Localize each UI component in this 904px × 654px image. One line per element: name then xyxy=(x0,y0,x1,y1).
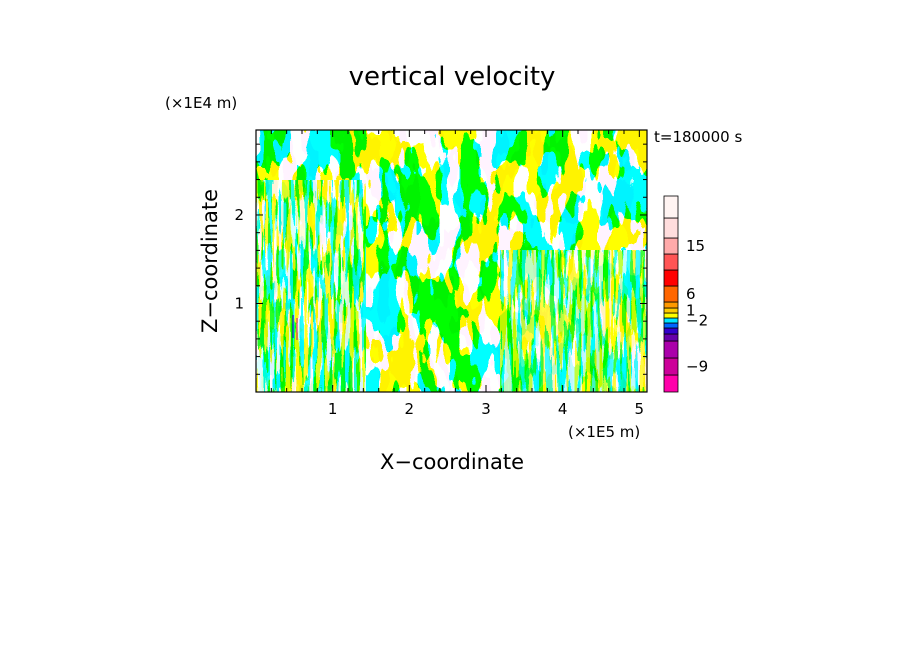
colorbar-swatch xyxy=(663,374,679,393)
colorbar-label: −2 xyxy=(686,312,708,330)
colorbar-swatch xyxy=(663,312,679,319)
x-tick-label: 4 xyxy=(558,400,568,418)
colorbar-label: 1 xyxy=(686,302,696,320)
colorbar-swatch xyxy=(663,285,679,303)
colorbar-swatch xyxy=(663,322,679,329)
colorbar-swatch xyxy=(663,307,679,314)
y-axis-label: Z−coordinate xyxy=(198,189,222,333)
colorbar-swatch xyxy=(663,301,679,309)
field-stripes-right xyxy=(500,250,647,392)
colorbar-swatch xyxy=(663,357,679,376)
field-stripes-left xyxy=(256,180,366,392)
y-tick-label: 2 xyxy=(234,206,244,224)
time-label: t=180000 s xyxy=(654,128,742,146)
axes: 1 2 3 4 5 1 2 xyxy=(234,130,647,418)
colorbar-swatch xyxy=(663,333,679,342)
x-tick-label: 3 xyxy=(481,400,491,418)
colorbar-swatch xyxy=(663,253,679,271)
chart-title: vertical velocity xyxy=(349,62,556,92)
colorbar-label: 6 xyxy=(686,285,696,303)
colorbar-label: −9 xyxy=(686,358,708,376)
colorbar-swatch xyxy=(663,317,679,324)
colorbar-swatch xyxy=(663,195,679,219)
velocity-field xyxy=(256,130,647,392)
colorbar: −9 −216 15 xyxy=(663,195,708,393)
y-tick-label: 1 xyxy=(234,294,244,312)
x-tick-label: 5 xyxy=(635,400,645,418)
x-tick-label: 2 xyxy=(405,400,415,418)
x-unit-label: (×1E5 m) xyxy=(568,423,640,441)
colorbar-swatch xyxy=(663,327,679,335)
colorbar-label: 15 xyxy=(686,237,705,255)
y-unit-label: (×1E4 m) xyxy=(165,94,237,112)
colorbar-swatch xyxy=(663,237,679,255)
x-tick-label: 1 xyxy=(328,400,338,418)
x-axis-label: X−coordinate xyxy=(380,450,524,474)
colorbar-swatch xyxy=(663,340,679,359)
colorbar-swatch xyxy=(663,269,679,287)
plot-frame xyxy=(255,129,648,393)
colorbar-swatch xyxy=(663,217,679,239)
